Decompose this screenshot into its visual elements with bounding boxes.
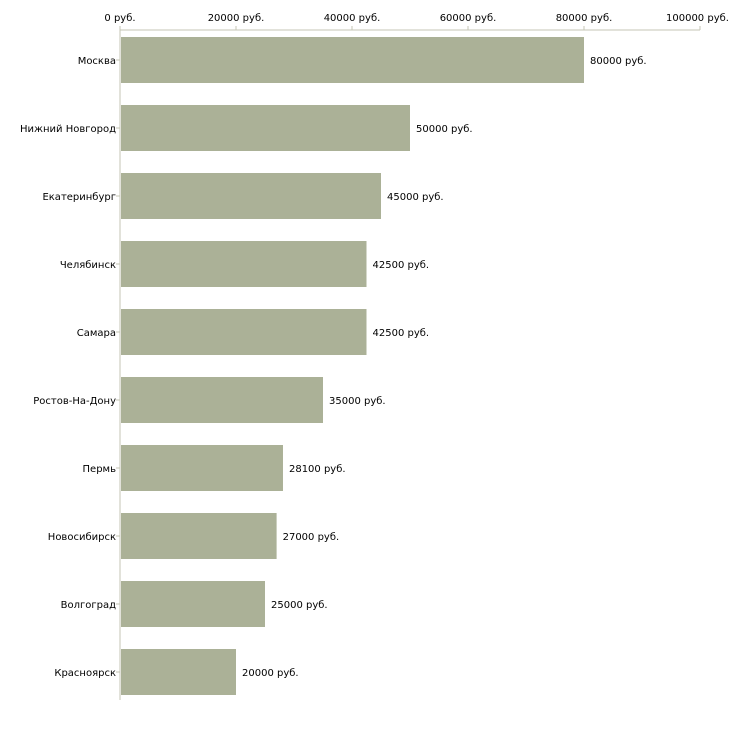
bar — [121, 37, 584, 83]
category-label: Ростов-На-Дону — [33, 396, 116, 407]
x-tick-label: 100000 руб. — [666, 13, 729, 24]
bar — [121, 377, 323, 423]
category-label: Челябинск — [60, 260, 116, 271]
bar — [121, 105, 410, 151]
category-label: Самара — [77, 328, 116, 339]
data-label: 80000 руб. — [590, 56, 647, 67]
bar — [121, 173, 381, 219]
x-tick-label: 40000 руб. — [324, 13, 381, 24]
category-label: Новосибирск — [48, 532, 116, 543]
bar — [121, 445, 283, 491]
data-label: 20000 руб. — [242, 668, 299, 679]
category-label: Волгоград — [61, 600, 116, 611]
data-label: 27000 руб. — [283, 532, 340, 543]
bar — [121, 581, 265, 627]
data-label: 50000 руб. — [416, 124, 473, 135]
bar — [121, 649, 236, 695]
bar — [121, 241, 367, 287]
category-label: Екатеринбург — [42, 192, 116, 203]
bar — [121, 513, 277, 559]
data-label: 25000 руб. — [271, 600, 328, 611]
x-tick-label: 0 руб. — [104, 13, 135, 24]
data-label: 35000 руб. — [329, 396, 386, 407]
x-tick-label: 60000 руб. — [440, 13, 497, 24]
data-label: 45000 руб. — [387, 192, 444, 203]
data-label: 42500 руб. — [373, 260, 430, 271]
category-label: Москва — [78, 56, 116, 67]
data-label: 28100 руб. — [289, 464, 346, 475]
category-label: Пермь — [83, 464, 117, 475]
category-label: Красноярск — [54, 668, 116, 679]
data-label: 42500 руб. — [373, 328, 430, 339]
x-tick-label: 20000 руб. — [208, 13, 265, 24]
x-tick-label: 80000 руб. — [556, 13, 613, 24]
bar — [121, 309, 367, 355]
category-label: Нижний Новгород — [20, 124, 116, 135]
